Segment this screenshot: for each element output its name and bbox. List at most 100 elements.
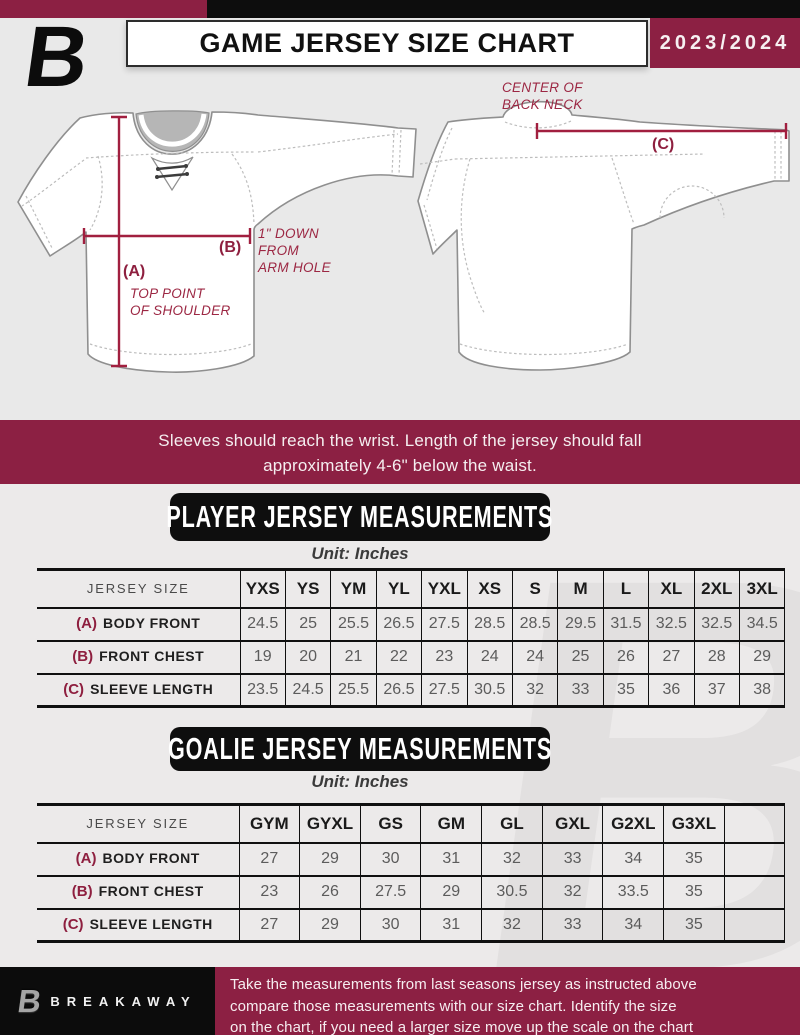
- size-column-header: GXL: [541, 803, 603, 844]
- hero-section: B GAME JERSEY SIZE CHART 2023/2024: [0, 9, 800, 420]
- measurement-value: 19: [239, 640, 286, 675]
- measurement-row-label: (B) FRONT CHEST: [37, 640, 240, 675]
- label-b: (B): [219, 239, 242, 256]
- size-column-header: GS: [359, 803, 421, 844]
- size-column-header: G3XL: [663, 803, 725, 844]
- row-key: (B): [72, 648, 94, 665]
- measurement-value: 32.5: [693, 607, 740, 642]
- player-unit-label: Unit: Inches: [311, 544, 409, 563]
- row-name: SLEEVE LENGTH: [89, 915, 213, 932]
- measurement-value: 31.5: [602, 607, 649, 642]
- measurement-value: 26: [602, 640, 649, 675]
- measurement-value: 34: [602, 842, 664, 877]
- goalie-unit-label: Unit: Inches: [311, 772, 409, 791]
- row-key: (C): [62, 915, 84, 933]
- measurement-row-label: (C) SLEEVE LENGTH: [37, 908, 239, 943]
- row-name: SLEEVE LENGTH: [90, 680, 214, 697]
- footer-brand-name: BREAKAWAY: [50, 993, 197, 1009]
- measurement-value: 30: [359, 908, 421, 943]
- size-column-header: XL: [648, 568, 695, 609]
- measurement-value: [723, 908, 786, 943]
- footer: B BREAKAWAY Take the measurements from l…: [0, 967, 800, 1035]
- measurement-value: 23: [421, 640, 468, 675]
- size-column-header: [723, 803, 786, 844]
- size-column-header: YL: [375, 568, 422, 609]
- measurement-value: 33: [541, 842, 603, 877]
- jersey-size-header: JERSEY SIZE: [37, 568, 240, 609]
- size-column-header: GL: [481, 803, 543, 844]
- season-badge: 2023/2024: [650, 18, 800, 68]
- measurement-value: 23.5: [239, 673, 286, 708]
- measurement-value: 31: [420, 908, 482, 943]
- measurement-value: 26: [299, 875, 361, 910]
- measurement-value: 27.5: [359, 875, 421, 910]
- size-column-header: XS: [466, 568, 513, 609]
- page-title-box: GAME JERSEY SIZE CHART: [126, 20, 648, 67]
- row-key: (B): [71, 883, 93, 900]
- player-size-table: JERSEY SIZE YXS YS YM YL YXL XS S M L XL 2XL 3XL (A) B…: [37, 568, 786, 708]
- row-key: (A): [75, 850, 97, 867]
- measurement-line-c: [535, 123, 788, 139]
- banner-line-1: Sleeves should reach the wrist. Length o…: [158, 431, 642, 450]
- measurement-value: 22: [375, 640, 422, 675]
- measurement-value: 24.5: [284, 673, 331, 708]
- front-jersey-drawing: [17, 110, 417, 373]
- jersey-size-header: JERSEY SIZE: [37, 803, 239, 844]
- fit-instructions-banner: Sleeves should reach the wrist. Length o…: [0, 420, 800, 484]
- size-column-header: 2XL: [693, 568, 740, 609]
- measurement-value: 36: [648, 673, 695, 708]
- measurement-value: 35: [663, 842, 725, 877]
- row-name: BODY FRONT: [103, 615, 201, 631]
- measurement-value: 23: [238, 875, 300, 910]
- measurement-value: 27: [648, 640, 695, 675]
- measurement-value: 35: [663, 875, 725, 910]
- back-jersey-drawing: [417, 100, 790, 371]
- measurement-value: 25.5: [330, 607, 377, 642]
- measurement-value: 29: [420, 875, 482, 910]
- player-heading-label: PLAYER JERSEY MEASUREMENTS: [166, 499, 554, 534]
- size-column-header: YM: [330, 568, 377, 609]
- breakaway-logo-small-icon: B: [15, 983, 44, 1019]
- jersey-diagrams: [17, 100, 790, 373]
- measurement-value: 38: [738, 673, 786, 708]
- tables-section: B PLAYER JERSEY MEASUREMENTS Unit: Inche…: [0, 484, 800, 967]
- measurement-value: 28.5: [466, 607, 513, 642]
- measurement-value: 34: [602, 908, 664, 943]
- size-column-header: YXL: [421, 568, 468, 609]
- goalie-heading-label: GOALIE JERSEY MEASUREMENTS: [167, 731, 553, 766]
- measurement-line-a: [111, 115, 127, 368]
- measurement-value: 30: [359, 842, 421, 877]
- size-column-header: GM: [420, 803, 482, 844]
- footer-line-2: compare those measurements with our size…: [230, 997, 677, 1015]
- goalie-measurements-heading: GOALIE JERSEY MEASUREMENTS: [167, 727, 553, 771]
- size-column-header: YS: [284, 568, 331, 609]
- size-column-header: GYM: [238, 803, 300, 844]
- measurement-value: 24: [466, 640, 513, 675]
- footer-line-3: on the chart, if you need a larger size …: [230, 1019, 694, 1035]
- top-accent-strip: [0, 0, 800, 18]
- measurement-value: 21: [330, 640, 377, 675]
- measurement-value: 24.5: [239, 607, 286, 642]
- measurement-value: 37: [693, 673, 740, 708]
- measurement-value: 26.5: [375, 673, 422, 708]
- measurement-value: 33: [541, 908, 603, 943]
- label-a: (A): [123, 263, 146, 280]
- measurement-value: [723, 875, 786, 910]
- measurement-row-label: (C) SLEEVE LENGTH: [37, 673, 240, 708]
- measurement-value: 33: [557, 673, 604, 708]
- measurement-value: 27.5: [421, 607, 468, 642]
- measurement-row-label: (A) BODY FRONT: [37, 607, 240, 642]
- size-column-header: L: [602, 568, 649, 609]
- size-column-header: G2XL: [602, 803, 664, 844]
- measurement-value: 25: [284, 607, 331, 642]
- note-top-point-of-shoulder: TOP POINT OF SHOULDER: [130, 286, 231, 318]
- size-column-header: YXS: [239, 568, 286, 609]
- measurement-value: 20: [284, 640, 331, 675]
- measurement-value: 35: [663, 908, 725, 943]
- row-name: FRONT CHEST: [99, 648, 205, 664]
- note-down-from-armhole: 1" DOWN FROM ARM HOLE: [258, 226, 331, 275]
- size-column-header: M: [557, 568, 604, 609]
- measurement-value: 34.5: [738, 607, 786, 642]
- measurement-value: 33.5: [602, 875, 664, 910]
